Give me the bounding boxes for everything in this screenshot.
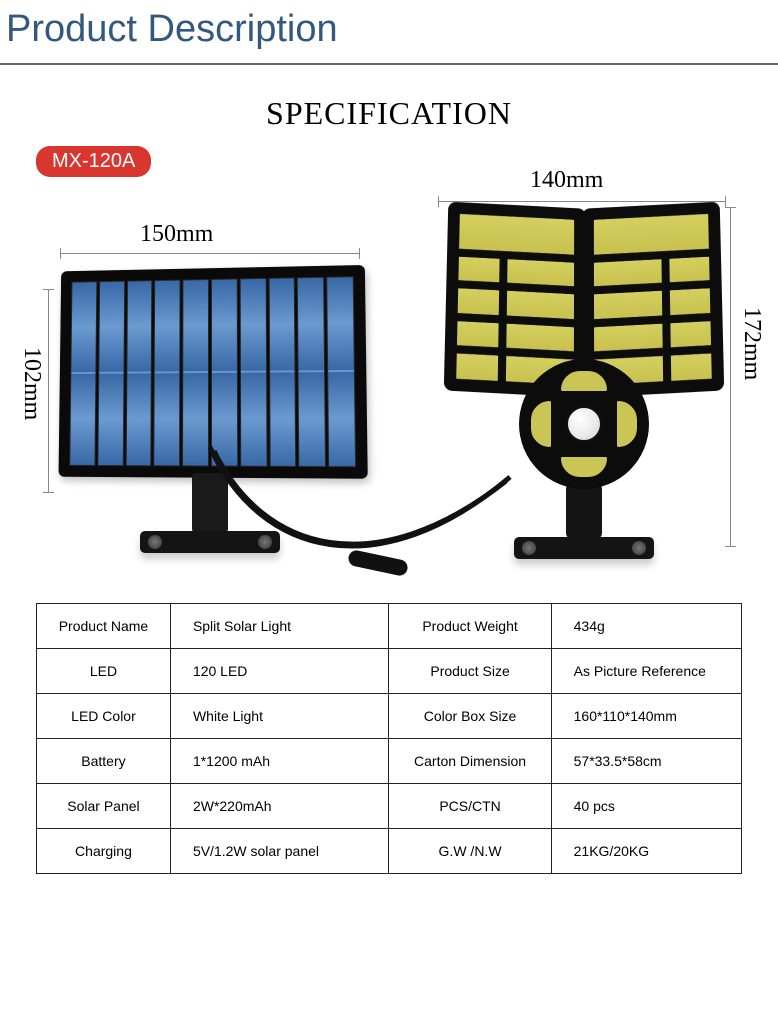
spec-label: Solar Panel xyxy=(37,784,171,829)
dim-line xyxy=(48,289,49,493)
table-row: Solar Panel 2W*220mAh PCS/CTN 40 pcs xyxy=(37,784,742,829)
motion-sensor-icon xyxy=(564,404,604,444)
spec-label: Carton Dimension xyxy=(389,739,551,784)
dim-line xyxy=(438,201,726,202)
dimension-panel-height: 102mm xyxy=(18,347,45,420)
spec-value: 21KG/20KG xyxy=(551,829,741,874)
spec-value: 57*33.5*58cm xyxy=(551,739,741,784)
spec-label: LED Color xyxy=(37,694,171,739)
spec-heading: SPECIFICATION xyxy=(0,95,778,132)
header: Product Description xyxy=(0,0,778,65)
spec-label: Battery xyxy=(37,739,171,784)
spec-label: G.W /N.W xyxy=(389,829,551,874)
table-row: Product Name Split Solar Light Product W… xyxy=(37,604,742,649)
dimension-panel-width: 150mm xyxy=(140,221,213,248)
table-row: LED Color White Light Color Box Size 160… xyxy=(37,694,742,739)
spec-label: LED xyxy=(37,649,171,694)
spec-label: Product Name xyxy=(37,604,171,649)
dim-line xyxy=(60,253,360,254)
spec-value: 120 LED xyxy=(170,649,389,694)
spec-value: As Picture Reference xyxy=(551,649,741,694)
spec-value: White Light xyxy=(170,694,389,739)
spec-table: Product Name Split Solar Light Product W… xyxy=(36,603,742,874)
spec-label: Color Box Size xyxy=(389,694,551,739)
page-title: Product Description xyxy=(6,8,772,51)
dimension-light-height: 172mm xyxy=(738,307,765,380)
spec-value: 5V/1.2W solar panel xyxy=(170,829,389,874)
spec-value: 1*1200 mAh xyxy=(170,739,389,784)
spec-label: Product Weight xyxy=(389,604,551,649)
solar-light-illustration xyxy=(438,203,730,559)
spec-value: 2W*220mAh xyxy=(170,784,389,829)
dimension-light-width: 140mm xyxy=(530,167,603,194)
spec-label: Product Size xyxy=(389,649,551,694)
product-diagram: 150mm 140mm 102mm 172mm xyxy=(0,157,778,597)
spec-value: 434g xyxy=(551,604,741,649)
spec-value: 40 pcs xyxy=(551,784,741,829)
table-row: LED 120 LED Product Size As Picture Refe… xyxy=(37,649,742,694)
spec-label: PCS/CTN xyxy=(389,784,551,829)
table-row: Battery 1*1200 mAh Carton Dimension 57*3… xyxy=(37,739,742,784)
spec-value: Split Solar Light xyxy=(170,604,389,649)
spec-value: 160*110*140mm xyxy=(551,694,741,739)
spec-label: Charging xyxy=(37,829,171,874)
table-row: Charging 5V/1.2W solar panel G.W /N.W 21… xyxy=(37,829,742,874)
